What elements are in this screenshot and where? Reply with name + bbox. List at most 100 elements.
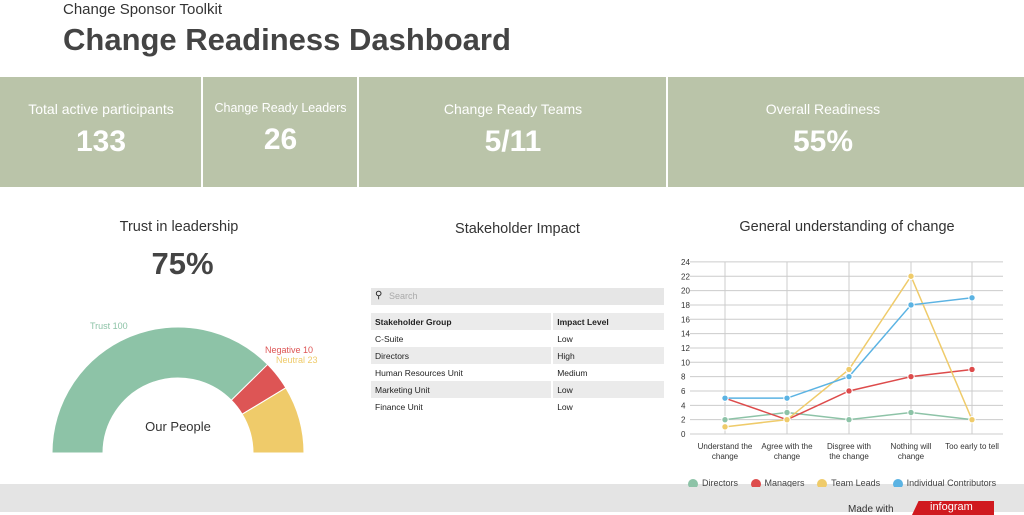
y-tick-label: 16 (681, 315, 690, 324)
kpi-value: 133 (75, 125, 127, 158)
legend-item[interactable]: Directors (688, 478, 738, 487)
made-with-label: Made with (848, 504, 894, 515)
cell: Directors (371, 347, 552, 364)
search-icon: ⚲ (375, 290, 383, 301)
footer (0, 484, 1024, 512)
data-point (783, 394, 791, 402)
x-tick-label: change (898, 452, 925, 461)
y-tick-label: 4 (681, 401, 686, 410)
legend-item[interactable]: Team Leads (817, 478, 880, 487)
data-point (845, 365, 853, 374)
kpi-label: Change Ready Teams (443, 101, 583, 117)
stakeholder-table: Stakeholder Group Impact Level C-Suite Low… (371, 313, 664, 415)
data-point (907, 301, 915, 309)
subtitle: Change Sponsor Toolkit (63, 1, 222, 18)
y-tick-label: 12 (681, 344, 690, 353)
gauge-center-label: Our People (145, 419, 211, 434)
legend-swatch (750, 478, 761, 487)
trust-value: 75% (151, 246, 214, 281)
cell: Finance Unit (375, 401, 423, 412)
data-point (907, 372, 915, 381)
trust-title: Trust in leadership (119, 219, 239, 235)
y-tick-label: 6 (681, 387, 686, 396)
kpi-teams: Change Ready Teams 5/11 (359, 77, 667, 187)
cell: Low (551, 330, 664, 347)
legend-swatch (892, 478, 903, 487)
legend-label: Directors (702, 478, 739, 487)
data-point (845, 415, 853, 424)
divider (357, 77, 359, 187)
data-point (845, 387, 853, 395)
table-row: Directors High (371, 347, 664, 364)
y-tick-label: 10 (681, 358, 690, 367)
y-tick-label: 0 (681, 430, 686, 439)
y-tick-label: 2 (681, 416, 686, 425)
x-tick-label: Too early to tell (945, 442, 999, 451)
gauge-slice (51, 326, 269, 454)
cell: Marketing Unit (371, 381, 552, 398)
kpi-value: 55% (792, 125, 854, 158)
y-tick-label: 24 (681, 258, 690, 267)
cell: Human Resources Unit (375, 367, 463, 378)
data-point (845, 372, 853, 381)
legend-label: Team Leads (831, 478, 881, 487)
divider (666, 77, 668, 187)
cell: C-Suite (375, 333, 404, 344)
legend-label: Managers (764, 478, 805, 487)
gauge-slice (241, 387, 305, 454)
table-header: Stakeholder Group Impact Level (371, 313, 664, 330)
column-header[interactable]: Impact Level (551, 313, 664, 330)
search-input[interactable]: Search (371, 288, 664, 305)
gauge-label: Negative 10 (265, 345, 313, 355)
legend-swatch (688, 478, 698, 487)
gauge-label: Neutral 23 (276, 355, 318, 365)
x-tick-label: Nothing will (891, 442, 932, 451)
stakeholder-title: Stakeholder Impact (455, 221, 580, 237)
data-point (783, 415, 791, 424)
kpi-leaders: Change Ready Leaders 26 (203, 77, 358, 187)
data-point (907, 272, 915, 280)
table-row: Human Resources Unit Medium (371, 364, 664, 381)
divider (201, 77, 203, 187)
page-title: Change Readiness Dashboard (63, 22, 511, 57)
data-point (783, 408, 791, 417)
legend-item[interactable]: Individual Contributors (892, 478, 997, 487)
y-tick-label: 22 (681, 272, 690, 281)
cell: Low (551, 381, 664, 398)
table-row: C-Suite Low (371, 330, 664, 347)
y-tick-label: 8 (681, 373, 686, 382)
table-row: Finance Unit Low (371, 398, 664, 415)
kpi-participants: Total active participants 133 (0, 77, 202, 187)
kpi-label: Change Ready Leaders (214, 101, 347, 115)
gauge-label: Trust 100 (90, 321, 128, 331)
y-tick-label: 20 (681, 287, 690, 296)
column-header[interactable]: Stakeholder Group (371, 313, 552, 330)
data-point (968, 294, 976, 302)
data-point (721, 415, 729, 424)
chart-title: General understanding of change (739, 219, 955, 235)
legend-label: Individual Contributors (906, 478, 997, 487)
cell: High (551, 347, 664, 364)
data-point (721, 394, 729, 402)
x-tick-label: the change (829, 452, 869, 461)
kpi-value: 26 (263, 123, 298, 156)
x-tick-label: Understand the (698, 442, 753, 451)
legend-item[interactable]: Managers (750, 478, 805, 487)
data-point (721, 423, 729, 431)
kpi-readiness: Overall Readiness 55% (668, 77, 978, 187)
data-point (907, 408, 915, 417)
x-tick-label: Agree with the (761, 442, 813, 451)
table-row: Marketing Unit Low (371, 381, 664, 398)
infogram-logo[interactable]: infogram (912, 501, 994, 515)
y-tick-label: 18 (681, 301, 690, 310)
kpi-bar: Total active participants 133 Change Read… (0, 77, 1024, 187)
data-point (968, 415, 976, 424)
data-point (968, 365, 976, 374)
cell: Medium (551, 364, 664, 381)
legend-swatch (817, 478, 828, 487)
y-tick-label: 14 (681, 330, 690, 339)
x-tick-label: change (712, 452, 739, 461)
kpi-value: 5/11 (484, 125, 542, 158)
